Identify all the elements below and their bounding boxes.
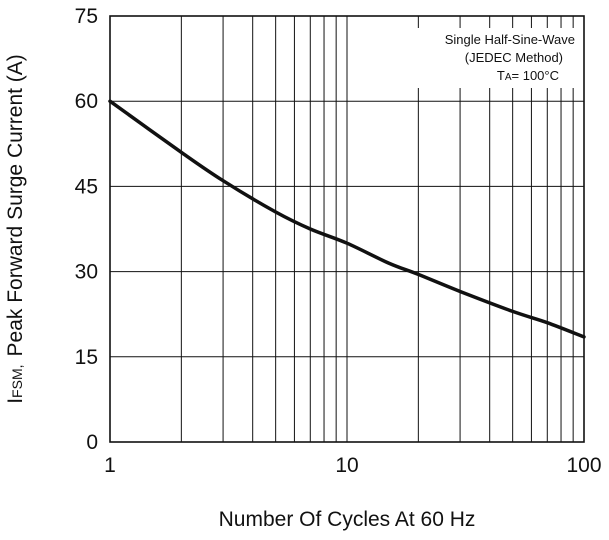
annotation-background (396, 28, 578, 88)
y-axis-title: IFSM, Peak Forward Surge Current (A) (4, 54, 27, 404)
x-tick-labels: 1 10 100 (104, 454, 601, 477)
y-tick-labels: 0 15 30 45 60 75 (75, 5, 98, 454)
annotation: Single Half-Sine-Wave (JEDEC Method) TA=… (396, 28, 578, 88)
annotation-line3-prefix: T (497, 68, 505, 83)
x-axis-title: Number Of Cycles At 60 Hz (219, 508, 476, 531)
plot-frame (109, 15, 585, 443)
annotation-line3: TA= 100°C (497, 68, 559, 83)
annotation-line2: (JEDEC Method) (465, 50, 563, 65)
series-line (108, 99, 586, 339)
series-group (108, 99, 586, 339)
y-tick-label: 30 (75, 261, 98, 284)
x-tick-label: 10 (335, 454, 358, 477)
y-tick-label: 60 (75, 90, 98, 113)
x-tick-label: 100 (566, 454, 601, 477)
y-axis-title-subscript: FSM, (9, 364, 25, 397)
y-axis-title-text: Peak Forward Surge Current (A) (4, 54, 27, 356)
x-tick-label: 1 (104, 454, 116, 477)
y-tick-label: 0 (86, 431, 98, 454)
y-tick-label: 15 (75, 346, 98, 369)
annotation-line1: Single Half-Sine-Wave (445, 32, 575, 47)
y-tick-label: 45 (75, 175, 98, 198)
annotation-line3-sub: A (505, 72, 512, 83)
y-axis-title-prefix: I (4, 398, 27, 404)
annotation-line3-text: = 100°C (512, 68, 559, 83)
y-tick-label: 75 (75, 5, 98, 28)
